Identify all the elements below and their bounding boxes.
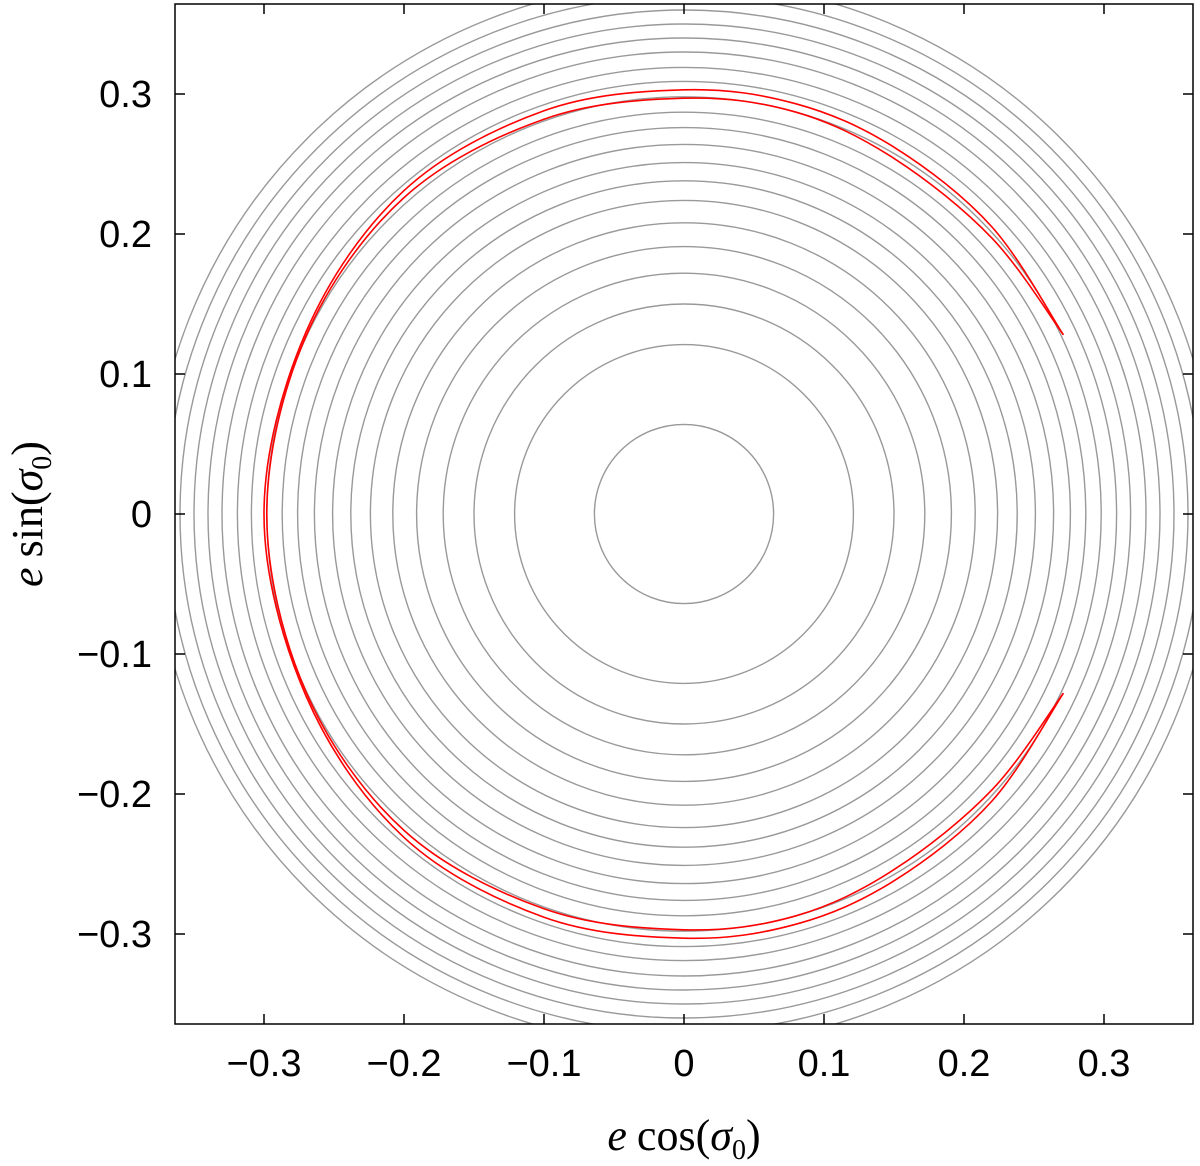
y-tick-label: −0.3: [77, 914, 152, 956]
x-tick-label: 0: [673, 1043, 694, 1085]
y-tick-label: −0.1: [77, 634, 152, 676]
y-tick-label: 0: [131, 494, 152, 536]
x-tick-label: −0.1: [506, 1043, 581, 1085]
contour-circle-18: [193, 23, 1175, 1005]
contour-circle-1: [593, 423, 775, 605]
contour-circle-3: [473, 303, 895, 725]
x-tick-label: −0.3: [226, 1043, 301, 1085]
y-tick-label: 0.1: [99, 354, 152, 396]
axis-ticks: −0.3 −0.2 −0.1 0 0.1 0.2 0.3 0.3 0.2 0.1 0 −0.1 −0.2…: [77, 4, 1193, 1085]
separatrix-curves: [263, 88, 1065, 940]
contour-circle-2: [513, 343, 855, 685]
contour-circle-7: [369, 199, 999, 829]
contour-circle-6: [392, 222, 976, 806]
contour-circle-19: [179, 9, 1189, 1019]
x-tick-label: 0.3: [1078, 1043, 1131, 1085]
contour-circle-8: [350, 180, 1018, 848]
y-tick-label: 0.3: [99, 74, 152, 116]
separatrix-outer-curve: [263, 88, 1065, 940]
contour-circle-14: [250, 80, 1118, 948]
contour-circle-9: [331, 161, 1037, 867]
x-tick-label: −0.2: [366, 1043, 441, 1085]
separatrix-inner-curve: [265, 97, 1065, 931]
contour-circle-20: [175, 4, 1193, 1024]
x-axis-label: e cos(σ0): [607, 1111, 760, 1166]
contour-circle-11: [296, 126, 1072, 902]
contour-circle-5: [415, 245, 953, 783]
contour-circle-4: [442, 272, 926, 756]
y-tick-label: −0.2: [77, 774, 152, 816]
x-tick-label: 0.2: [938, 1043, 991, 1085]
contour-circles: [175, 4, 1193, 1024]
y-tick-label: 0.2: [99, 214, 152, 256]
contour-circle-15: [236, 66, 1132, 962]
contour-circle-17: [207, 37, 1161, 991]
contour-circle-10: [313, 143, 1055, 885]
contour-circle-16: [221, 51, 1147, 977]
y-axis-label: esin(σ0): [3, 441, 58, 587]
contour-circle-12: [281, 111, 1087, 917]
x-tick-label: 0.1: [798, 1043, 851, 1085]
